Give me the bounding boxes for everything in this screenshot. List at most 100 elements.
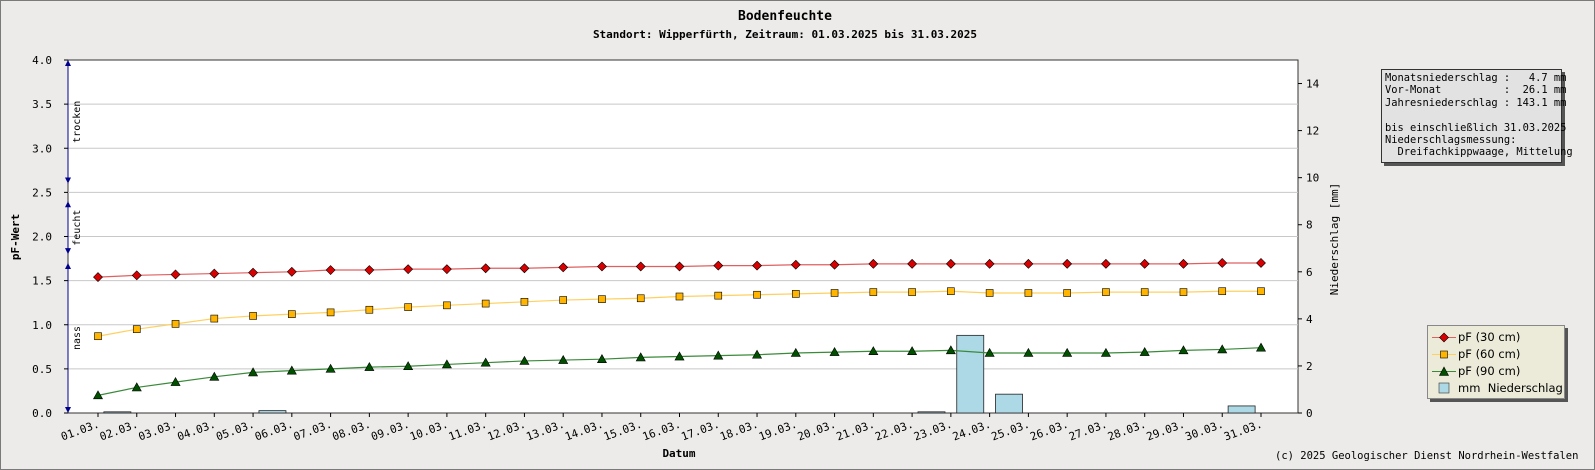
zone-indicators: trocken feucht nass	[65, 60, 83, 413]
x-tick-label: 23.03.	[912, 418, 954, 444]
data-point	[443, 301, 451, 310]
x-tick-label: 21.03.	[835, 418, 877, 444]
chart-title: Bodenfeuchte	[738, 9, 832, 24]
data-point	[404, 303, 412, 311]
y-tick-label: 4.0	[32, 54, 52, 67]
precip-bar	[917, 411, 946, 414]
data-point	[1257, 287, 1265, 296]
y2-axis-label: Niederschlag [mm]	[1328, 183, 1341, 296]
precip-bar	[956, 334, 985, 414]
data-point	[985, 289, 994, 297]
precip-bar	[1227, 405, 1256, 414]
y-axis-ticks: 0.0 0.5 1.0 1.5 2.0 2.5 3.0 3.5 4.0	[32, 54, 68, 420]
y-tick-label: 0.0	[32, 407, 52, 420]
y2-tick-label: 14	[1306, 78, 1320, 91]
data-point	[441, 359, 452, 369]
data-point	[171, 320, 180, 328]
data-point	[868, 258, 879, 269]
x-axis-ticks: 01.03.02.03.03.03.04.03.05.03.06.03.07.0…	[59, 413, 1264, 443]
data-point	[752, 260, 762, 271]
data-point	[286, 266, 297, 277]
data-point	[403, 264, 414, 275]
data-point	[364, 265, 375, 275]
data-point	[674, 351, 685, 361]
y-axis-label: pF-Wert	[9, 214, 22, 260]
x-tick-label: 25.03.	[990, 418, 1032, 444]
zone-arrow-down	[65, 248, 71, 255]
previous-month-label: Vor-Monat :	[1385, 84, 1511, 97]
y2-tick-label: 6	[1306, 266, 1313, 279]
precip-bar	[995, 393, 1023, 414]
zone-arrow-up	[65, 262, 71, 269]
y-tick-label: 1.0	[32, 319, 52, 332]
zone-arrow-down	[65, 407, 71, 413]
y-tick-label: 2.5	[32, 186, 52, 199]
data-point	[558, 354, 569, 364]
data-point	[1140, 288, 1149, 296]
y2-tick-label: 4	[1306, 313, 1313, 326]
data-point	[209, 268, 220, 279]
data-point	[829, 346, 840, 356]
x-tick-label: 09.03.	[369, 418, 411, 444]
data-point	[210, 314, 219, 323]
precip-bar	[103, 411, 132, 414]
x-tick-label: 18.03.	[718, 418, 760, 444]
monthly-precip-value: 4.7 mm	[1528, 72, 1567, 84]
data-point	[286, 365, 297, 375]
x-tick-label: 15.03.	[602, 418, 644, 444]
legend-item-precipitation: mm Niederschlag	[1428, 380, 1564, 397]
data-point	[1139, 346, 1150, 356]
data-point	[1256, 258, 1266, 268]
yearly-precip-value: 143.1 mm	[1516, 96, 1567, 109]
zone-arrow-up	[65, 201, 71, 208]
previous-month-value: 26.1 mm	[1522, 84, 1567, 97]
data-point	[636, 294, 645, 303]
data-point	[92, 390, 104, 400]
legend-item-pf90: pF (90 cm)	[1428, 363, 1564, 380]
data-point	[1062, 258, 1073, 269]
data-point	[1063, 289, 1071, 297]
x-axis-label: Datum	[662, 447, 695, 460]
data-point	[1178, 345, 1189, 355]
data-point	[132, 325, 141, 333]
data-point	[674, 261, 685, 272]
x-tick-label: 16.03.	[641, 418, 683, 444]
data-point	[1062, 347, 1073, 357]
triangle-marker-icon	[1432, 366, 1456, 376]
data-point	[248, 367, 259, 377]
data-point	[753, 290, 761, 299]
data-point	[1178, 258, 1189, 269]
data-point	[945, 258, 956, 269]
data-point	[365, 305, 374, 314]
data-point	[1218, 287, 1227, 296]
x-tick-label: 05.03.	[214, 418, 256, 444]
data-point	[791, 290, 800, 298]
data-point	[1101, 258, 1111, 269]
square-marker-icon	[1432, 350, 1456, 359]
data-point	[907, 346, 918, 356]
x-tick-label: 22.03.	[873, 418, 915, 444]
data-point	[559, 296, 568, 304]
data-point	[790, 347, 801, 357]
x-tick-label: 30.03.	[1183, 418, 1225, 444]
legend-label: mm Niederschlag	[1458, 381, 1563, 395]
data-point	[94, 332, 102, 341]
x-tick-label: 03.03.	[137, 418, 179, 444]
data-point	[868, 346, 879, 356]
x-tick-label: 19.03.	[757, 418, 799, 444]
measurement-label: Niederschlagsmessung:	[1385, 134, 1517, 147]
diamond-marker-icon	[1432, 332, 1456, 343]
data-point	[1255, 342, 1267, 352]
data-point	[908, 288, 916, 296]
data-point	[830, 289, 839, 297]
until-date-text: bis einschließlich 31.03.2025	[1385, 121, 1567, 134]
data-point	[1217, 344, 1228, 354]
legend-item-pf30: pF (30 cm)	[1428, 329, 1564, 346]
monthly-precip-label: Monatsniederschlag :	[1385, 72, 1511, 84]
x-tick-label: 20.03.	[796, 418, 838, 444]
data-point	[1100, 347, 1111, 357]
data-point	[635, 352, 646, 362]
x-tick-label: 29.03.	[1145, 418, 1187, 444]
data-point	[1217, 258, 1228, 268]
y2-axis-ticks: 0 2 4 6 8 10 12 14	[1298, 78, 1320, 420]
